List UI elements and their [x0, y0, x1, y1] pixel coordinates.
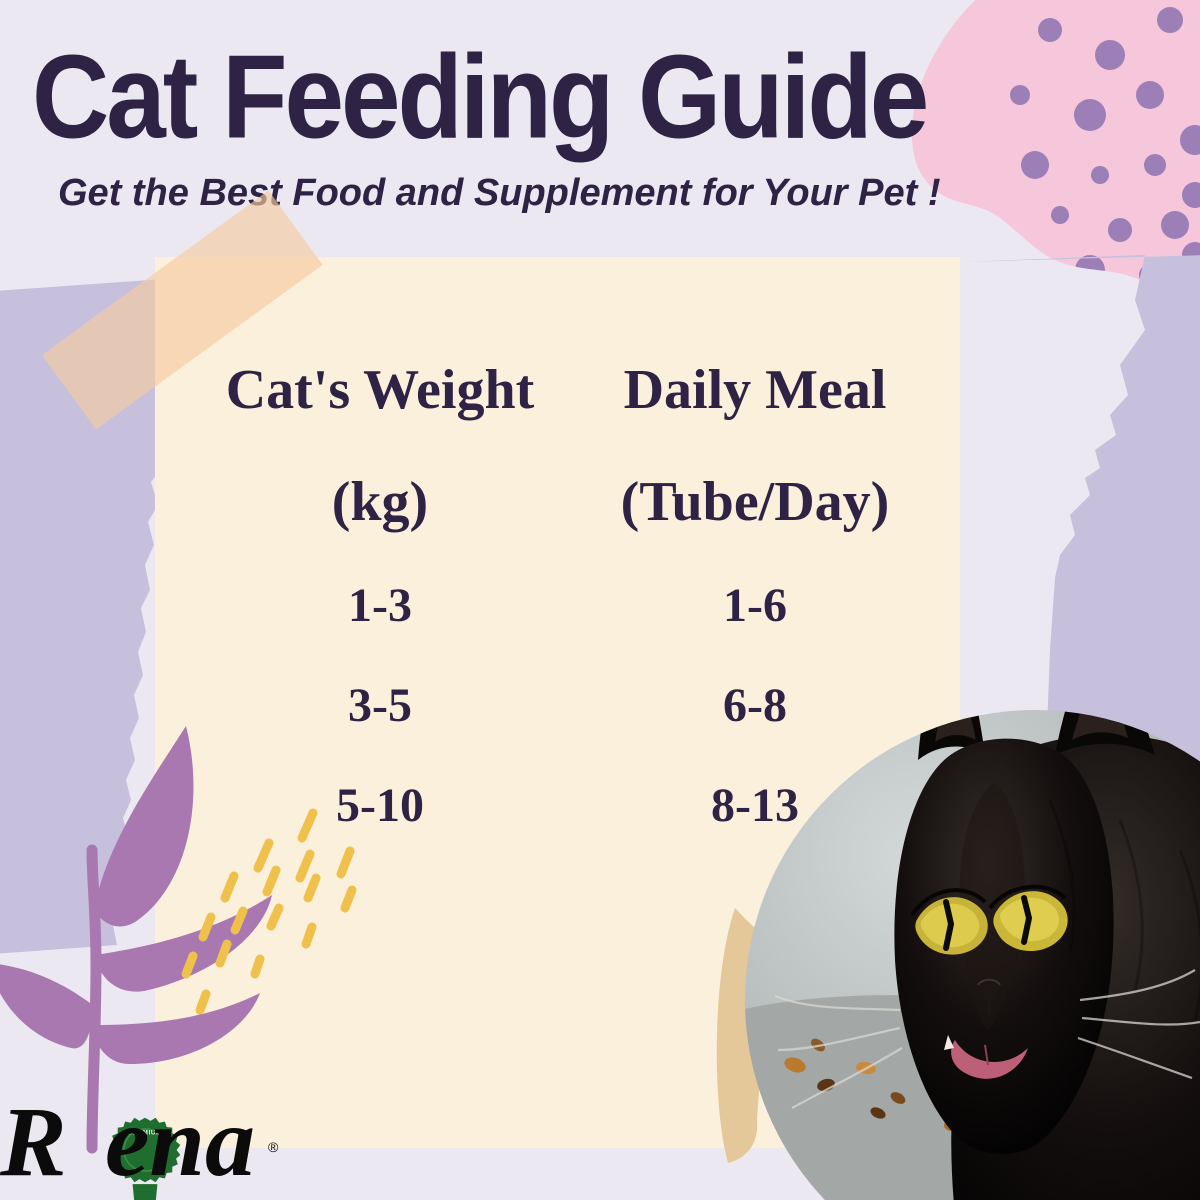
- svg-text:ena: ena: [105, 1086, 255, 1197]
- svg-text:R: R: [0, 1086, 63, 1197]
- svg-text:®: ®: [268, 1139, 279, 1155]
